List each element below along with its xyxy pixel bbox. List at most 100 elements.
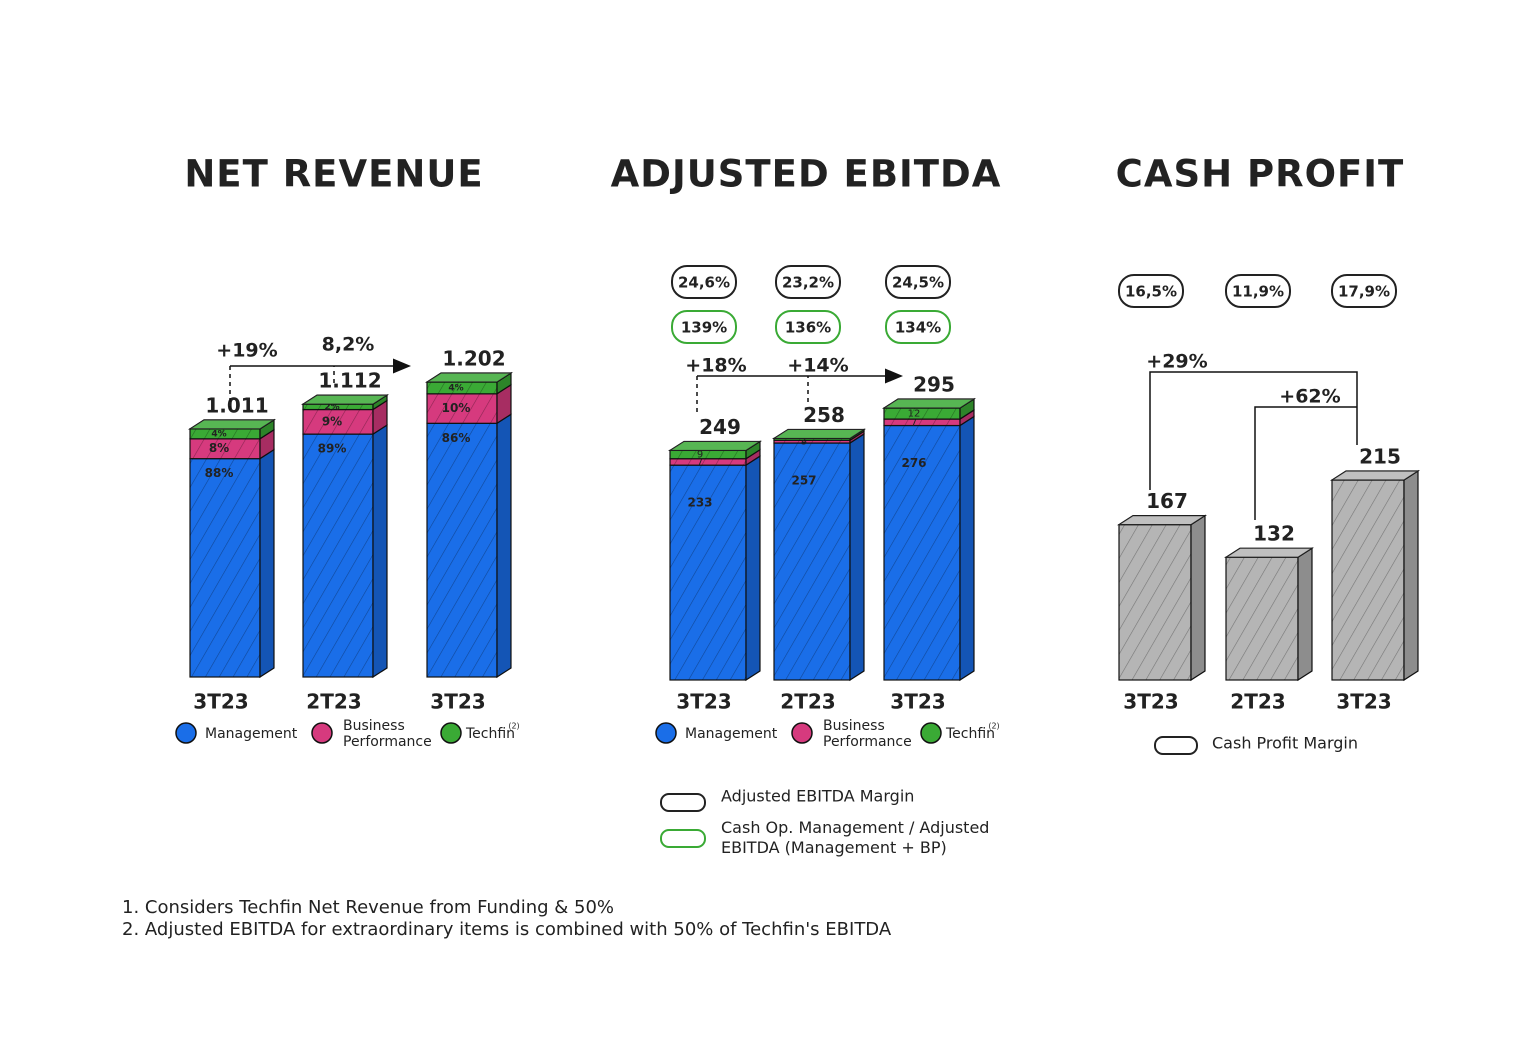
bar-side-shade (850, 434, 864, 680)
bar-hatch (190, 428, 260, 439)
margin-label: 24,6% (678, 274, 730, 292)
total-label: 258 (803, 403, 845, 427)
margin-badge (1225, 274, 1291, 308)
legend-swatch (660, 829, 706, 848)
bar-side-shade (260, 419, 274, 439)
segment-label: 7 (911, 417, 917, 428)
margin-label: 16,5% (1125, 283, 1177, 301)
growth-label: 8,2% (322, 334, 375, 356)
bar-side-shade (260, 449, 274, 677)
total-label: 132 (1253, 522, 1295, 546)
margin-badge (1118, 274, 1184, 308)
bar-side-shade (1404, 471, 1418, 680)
segment-label: 233 (687, 496, 712, 510)
bar-side-shade (373, 425, 387, 677)
bar-top (771, 428, 867, 440)
margin-badge (885, 310, 951, 344)
bar-hatch (884, 425, 960, 680)
bar-hatch (427, 393, 497, 424)
legend-label: Business Performance (823, 718, 912, 750)
legend-label: Management (205, 726, 298, 742)
bar-hatch (670, 450, 746, 459)
growth-bracket (1149, 371, 1358, 490)
bar-top-shade (1332, 471, 1418, 480)
bar-side-shade (497, 373, 511, 394)
bar-top (187, 419, 277, 430)
legend-label: Cash Op. Management / Adjusted EBITDA (M… (721, 818, 990, 857)
bar-hatch (884, 419, 960, 426)
legend-label: Business Performance (343, 718, 432, 750)
bar-top-shade (303, 395, 387, 405)
segment-label: 89% (318, 442, 347, 456)
legend-note: (2) (508, 722, 519, 731)
bar-top (667, 440, 763, 452)
x-tick-label: 2T23 (780, 690, 835, 714)
x-tick-label: 2T23 (306, 690, 361, 714)
segment-label: 2 (801, 434, 807, 445)
segment-label: 276 (901, 456, 926, 470)
margin-badge (671, 265, 737, 299)
margin-badge (885, 265, 951, 299)
segment-label: 7 (697, 457, 703, 468)
bar-hatch (303, 404, 373, 410)
x-tick-label: 3T23 (430, 690, 485, 714)
segment-label: 257 (791, 474, 816, 488)
legend-swatch (660, 793, 706, 812)
bar-top-shade (670, 441, 760, 451)
bar-top-shade (1119, 515, 1205, 525)
total-label: 215 (1359, 445, 1401, 469)
margin-badge (775, 265, 841, 299)
x-tick-label: 3T23 (890, 690, 945, 714)
legend-label: Cash Profit Margin (1212, 734, 1358, 753)
bar-hatch (884, 408, 960, 420)
growth-bracket (1254, 406, 1357, 520)
legend-label: Techfin (945, 726, 995, 742)
x-tick-label: 3T23 (1123, 690, 1178, 714)
total-label: 249 (699, 415, 741, 439)
bar-top (300, 394, 390, 405)
margin-label: 17,9% (1338, 283, 1390, 301)
growth-label: +18% (685, 355, 746, 377)
bar-hatch (670, 465, 746, 680)
legend-swatch (175, 722, 197, 744)
legend-swatch (655, 722, 677, 744)
growth-label: +29% (1146, 351, 1207, 373)
segment-label: 3 (801, 437, 807, 448)
margin-badge (775, 310, 841, 344)
total-label: 1.202 (442, 347, 505, 371)
legend-swatch (1154, 736, 1198, 755)
bar-hatch (1119, 524, 1191, 680)
growth-label: +14% (787, 355, 848, 377)
legend-label: Adjusted EBITDA Margin (721, 787, 914, 806)
total-label: 295 (913, 373, 955, 397)
bar-top-shade (774, 429, 864, 439)
legend-swatch (791, 722, 813, 744)
margin-badge (671, 310, 737, 344)
segment-label: 12 (908, 409, 921, 420)
legend-swatch (920, 722, 942, 744)
x-tick-label: 3T23 (1336, 690, 1391, 714)
chart-title: ADJUSTED EBITDA (611, 153, 1002, 196)
bar-side-shade (497, 384, 511, 424)
segment-label: 4% (448, 383, 463, 393)
bar-side-shade (746, 449, 760, 466)
bar-top (1223, 547, 1315, 558)
bar-hatch (427, 423, 497, 677)
bar-top (424, 372, 514, 383)
margin-label: 134% (895, 319, 941, 337)
bar-side-shade (960, 399, 974, 420)
bar-side-shade (746, 441, 760, 459)
legend-swatch (311, 722, 333, 744)
margin-label: 11,9% (1232, 283, 1284, 301)
legend-swatch (440, 722, 462, 744)
bar-hatch (190, 458, 260, 677)
bar-side-shade (1191, 515, 1205, 680)
bar-hatch (774, 440, 850, 444)
bar-side-shade (373, 400, 387, 435)
total-label: 1.011 (205, 393, 268, 417)
margin-label: 24,5% (892, 274, 944, 292)
bar-top (881, 398, 977, 409)
margin-label: 136% (785, 319, 831, 337)
